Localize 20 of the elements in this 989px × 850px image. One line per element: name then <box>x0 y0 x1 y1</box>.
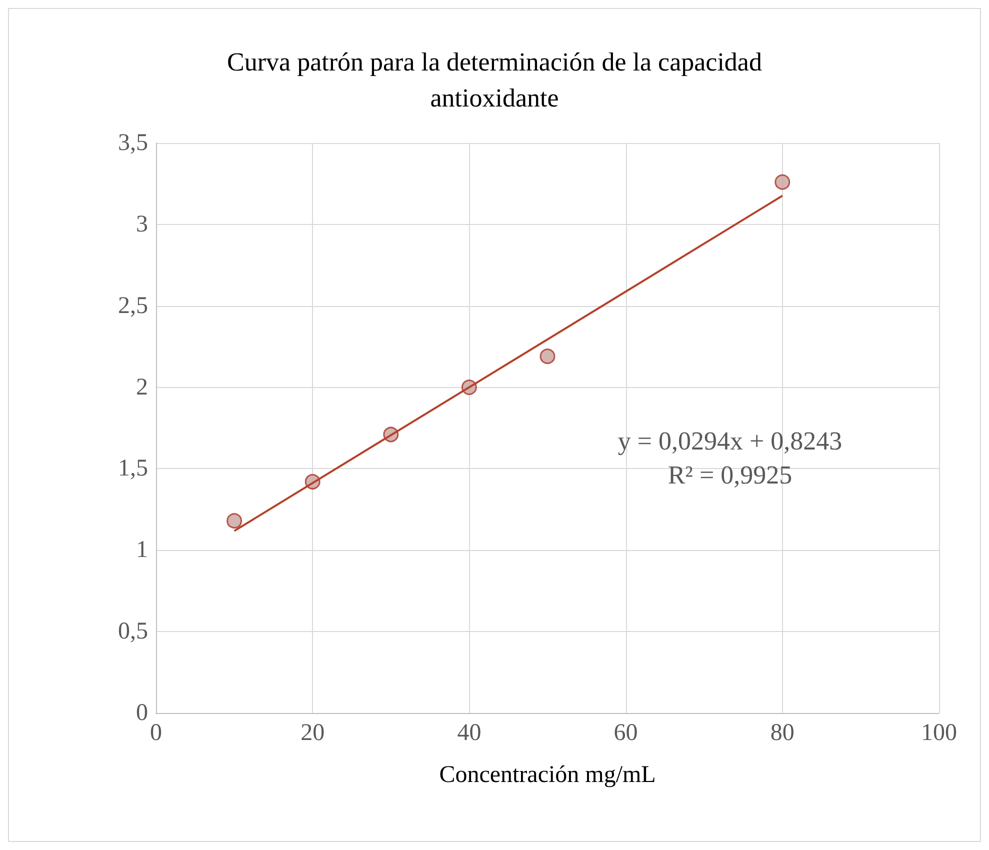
y-tick-label: 0,5 <box>118 618 148 645</box>
y-tick-label: 1 <box>136 537 148 564</box>
y-tick-label: 2,5 <box>118 292 148 319</box>
point <box>540 348 556 364</box>
annotation: y = 0,0294x + 0,8243 <box>618 426 842 456</box>
y-tick-label: 2 <box>136 374 148 400</box>
annotation: R² = 0,9925 <box>668 460 792 490</box>
point <box>774 174 790 190</box>
x-axis-title: Concentración mg/mL <box>439 762 656 788</box>
y-tick-label: 0 <box>136 700 148 726</box>
y-tick-label: 1,5 <box>118 456 148 482</box>
x-tick-label: 20 <box>300 720 325 746</box>
point <box>226 513 242 529</box>
x-tick-label: 100 <box>921 720 957 746</box>
x-tick-label: 80 <box>770 720 794 746</box>
chart-title: Curva patrón para la determinación de la capacidad antioxidante <box>227 48 762 112</box>
x-tick-label: 40 <box>457 720 482 746</box>
y-tick-label: 3,5 <box>118 130 148 156</box>
x-tick-label: 60 <box>614 720 638 746</box>
y-tick-label: 3 <box>136 211 148 238</box>
